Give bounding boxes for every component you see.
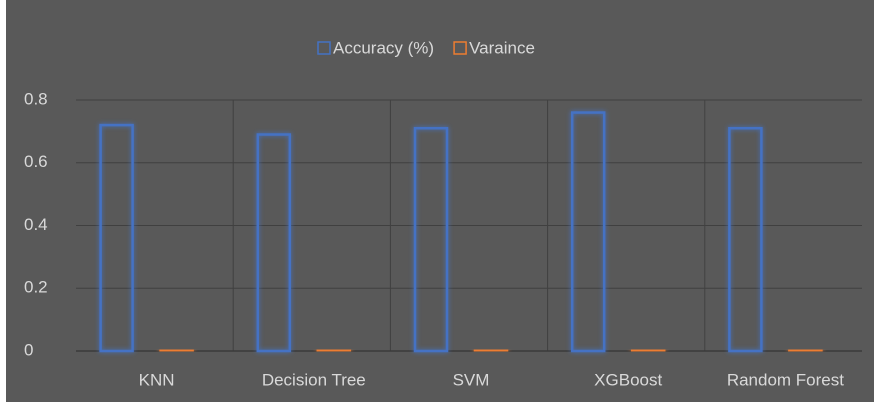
bar bbox=[788, 348, 823, 353]
bar bbox=[570, 111, 606, 353]
bar bbox=[413, 126, 449, 353]
y-tick-label: 0.2 bbox=[24, 278, 48, 297]
bar bbox=[159, 348, 194, 353]
y-tick-label: 0.4 bbox=[24, 215, 48, 234]
bar bbox=[99, 123, 134, 353]
bar bbox=[630, 348, 666, 353]
y-tick-label: 0 bbox=[24, 340, 33, 359]
y-tick-label: 0.6 bbox=[24, 152, 48, 171]
bar bbox=[728, 126, 763, 353]
legend-label: Accuracy (%) bbox=[333, 38, 434, 57]
chart-background bbox=[6, 0, 874, 402]
x-tick-label: Decision Tree bbox=[262, 370, 366, 389]
bar bbox=[256, 133, 292, 353]
bar bbox=[316, 348, 352, 353]
y-tick-label: 0.8 bbox=[24, 89, 48, 108]
legend-swatch bbox=[317, 41, 331, 55]
x-tick-label: KNN bbox=[139, 370, 175, 389]
x-tick-label: XGBoost bbox=[594, 370, 662, 389]
legend-label: Varaince bbox=[469, 38, 535, 57]
x-tick-label: SVM bbox=[453, 370, 490, 389]
bar bbox=[473, 348, 509, 353]
legend-swatch bbox=[453, 41, 467, 55]
x-tick-label: Random Forest bbox=[727, 370, 844, 389]
